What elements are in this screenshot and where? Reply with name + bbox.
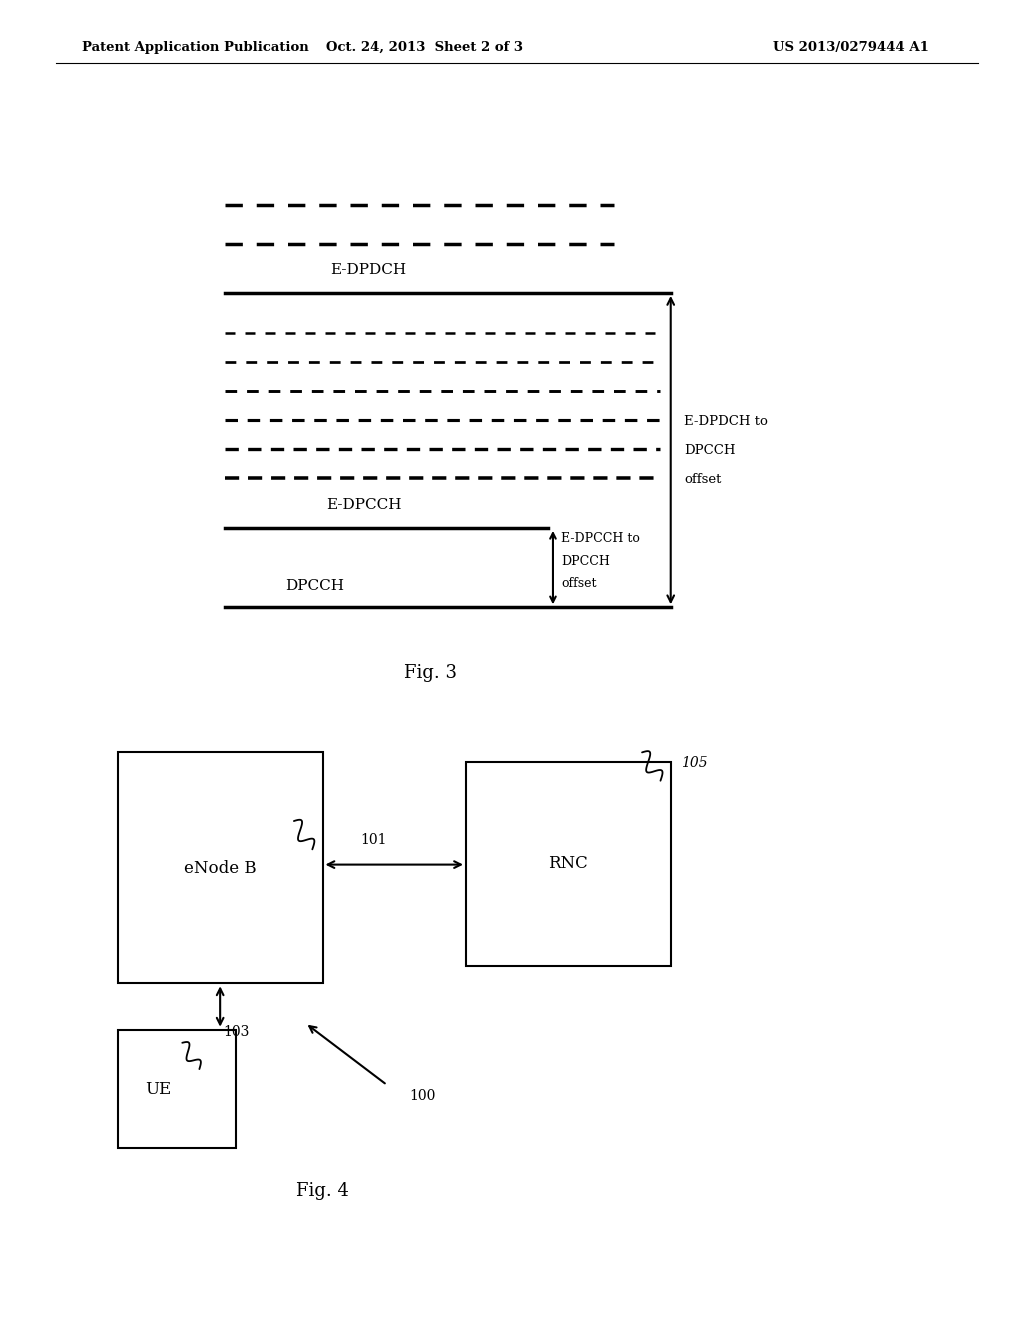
- Text: E-DPCCH to: E-DPCCH to: [561, 532, 640, 545]
- Text: 101: 101: [360, 833, 387, 846]
- Text: offset: offset: [684, 473, 721, 486]
- Text: UE: UE: [145, 1081, 172, 1097]
- Text: E-DPDCH to: E-DPDCH to: [684, 414, 768, 428]
- Text: US 2013/0279444 A1: US 2013/0279444 A1: [773, 41, 929, 54]
- Text: 103: 103: [223, 1026, 250, 1039]
- Text: offset: offset: [561, 577, 597, 590]
- Bar: [118, 752, 323, 983]
- Text: E-DPCCH: E-DPCCH: [326, 498, 401, 512]
- Text: DPCCH: DPCCH: [561, 554, 610, 568]
- Text: DPCCH: DPCCH: [285, 578, 344, 593]
- Bar: [118, 1030, 236, 1148]
- Text: DPCCH: DPCCH: [684, 444, 735, 457]
- Text: RNC: RNC: [549, 855, 588, 871]
- Bar: [466, 762, 671, 966]
- Text: 105: 105: [681, 756, 708, 770]
- Text: Fig. 4: Fig. 4: [296, 1181, 349, 1200]
- Text: Oct. 24, 2013  Sheet 2 of 3: Oct. 24, 2013 Sheet 2 of 3: [327, 41, 523, 54]
- Text: eNode B: eNode B: [184, 861, 256, 876]
- Text: 100: 100: [410, 1089, 436, 1102]
- Text: E-DPDCH: E-DPDCH: [331, 263, 407, 277]
- Text: Patent Application Publication: Patent Application Publication: [82, 41, 308, 54]
- Text: Fig. 3: Fig. 3: [403, 664, 457, 682]
